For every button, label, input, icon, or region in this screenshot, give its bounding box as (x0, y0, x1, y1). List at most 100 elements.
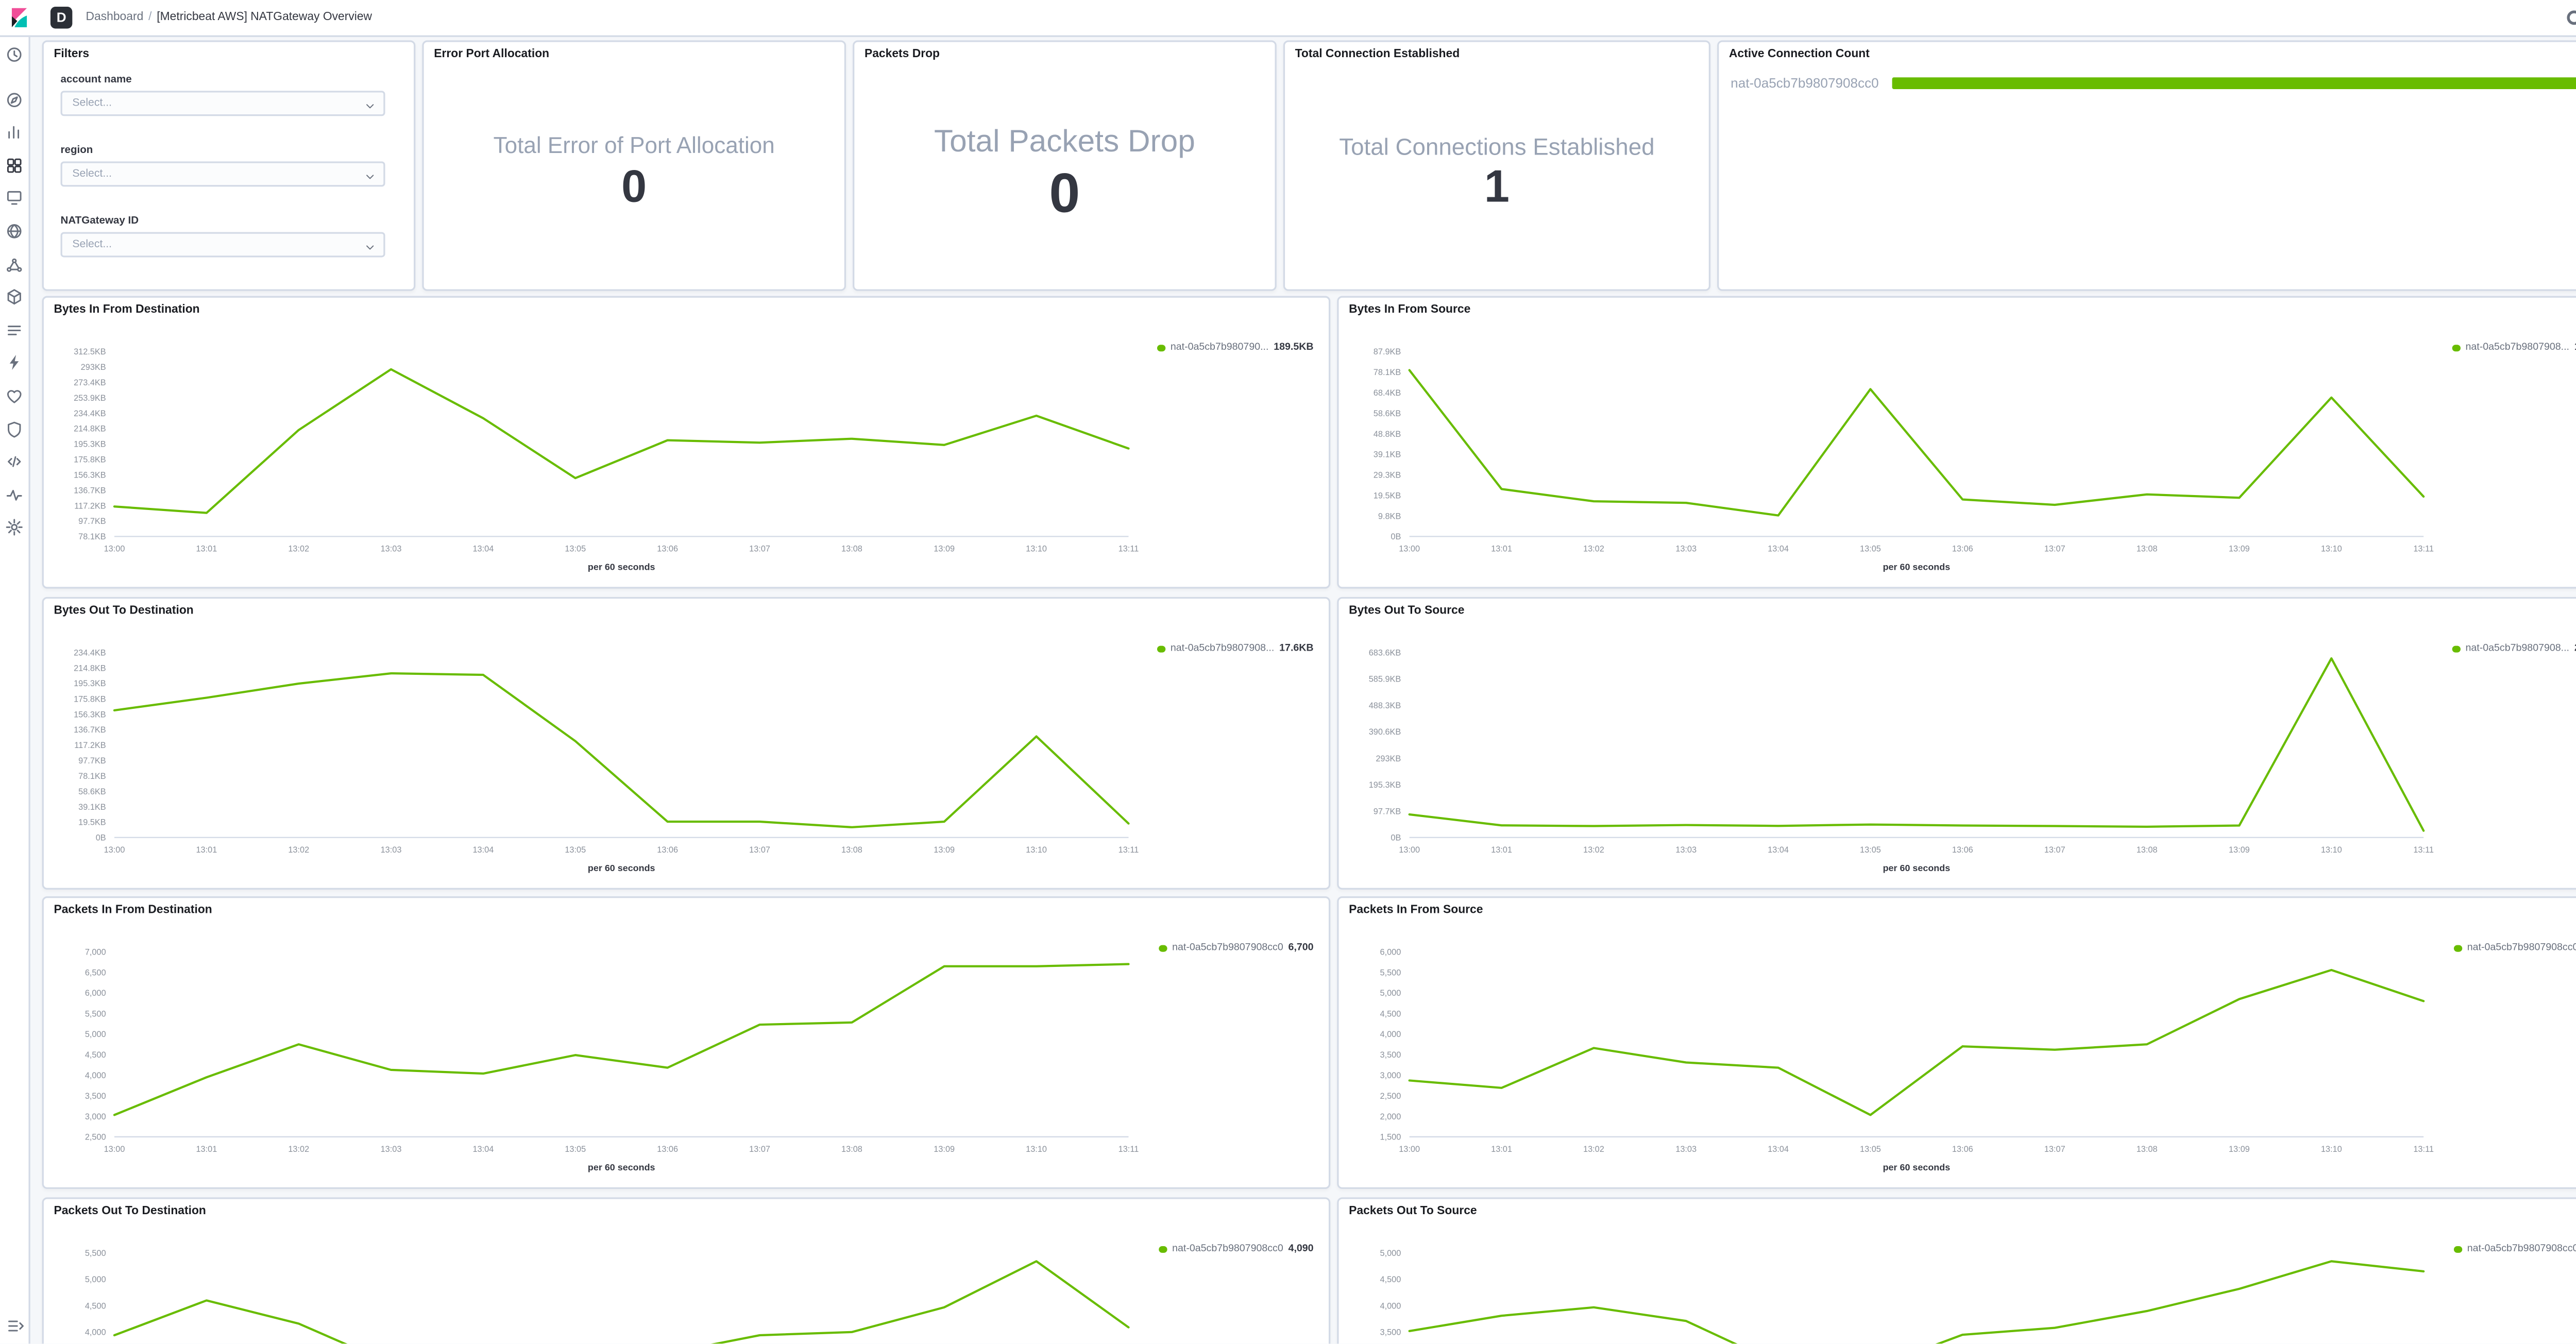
dev-tools-icon[interactable] (5, 453, 24, 471)
help-icon[interactable] (2565, 8, 2576, 27)
line-chart[interactable]: 312.5KB 293KB 273.4KB 253.9KB 234.4KB 214.8KB… (44, 335, 1329, 587)
logs-icon[interactable] (5, 321, 24, 339)
filters-panel: Filters account name Select... region Se… (42, 40, 416, 291)
metric-value: 0 (1049, 161, 1080, 224)
svg-text:13:02: 13:02 (1583, 545, 1604, 554)
kibana-logo[interactable] (8, 7, 30, 28)
region-select[interactable]: Select... (60, 161, 385, 187)
svg-text:13:09: 13:09 (934, 545, 955, 554)
svg-text:4,500: 4,500 (1380, 1009, 1401, 1018)
svg-text:13:04: 13:04 (472, 845, 494, 855)
svg-text:13:07: 13:07 (2044, 1145, 2065, 1154)
breadcrumb: Dashboard / [Metricbeat AWS] NATGateway … (86, 12, 372, 24)
management-icon[interactable] (5, 518, 24, 537)
svg-text:13:03: 13:03 (381, 845, 402, 855)
space-avatar[interactable]: D (50, 7, 73, 29)
filter-natgateway-id: NATGateway ID Select... (60, 215, 385, 258)
line-chart[interactable]: 5,5005,0004,5004,0003,5003,0002,5002,000… (44, 1236, 1329, 1344)
panel-title: Active Connection Count (1728, 48, 1870, 61)
natgateway-id-select[interactable]: Select... (60, 232, 385, 258)
svg-text:13:02: 13:02 (1583, 845, 1604, 855)
svg-text:4,000: 4,000 (85, 1328, 106, 1337)
recently-viewed-icon[interactable] (5, 45, 24, 64)
panel-title: Packets Drop (864, 48, 940, 61)
line-chart[interactable]: 234.4KB 214.8KB 195.3KB 175.8KB 156.3KB 136.7… (44, 636, 1329, 888)
svg-text:13:02: 13:02 (288, 545, 309, 554)
filter-label: account name (60, 74, 132, 86)
svg-text:per 60 seconds: per 60 seconds (1883, 1162, 1951, 1172)
header-actions (2565, 8, 2576, 27)
stack-monitoring-icon[interactable] (5, 486, 24, 504)
discover-icon[interactable] (5, 90, 24, 109)
svg-text:5,500: 5,500 (85, 1249, 106, 1258)
chart-legend[interactable]: nat-0a5cb7b9807908... 24.6KB (2453, 644, 2576, 654)
panel-title: Bytes In From Source (1349, 304, 1471, 316)
svg-text:13:10: 13:10 (2321, 545, 2342, 554)
svg-text:13:05: 13:05 (565, 845, 586, 855)
line-chart[interactable]: 5,0004,5004,0003,5003,0002,5002,0001,500… (1339, 1236, 2576, 1344)
maps-icon[interactable] (5, 222, 24, 241)
svg-text:13:10: 13:10 (1026, 1145, 1047, 1154)
svg-text:234.4KB: 234.4KB (74, 409, 106, 418)
svg-text:13:09: 13:09 (934, 1145, 955, 1154)
svg-text:136.7KB: 136.7KB (74, 486, 106, 495)
legend-series-value: 6,700 (1288, 943, 1314, 954)
svg-text:19.5KB: 19.5KB (78, 818, 106, 827)
svg-text:4,500: 4,500 (85, 1050, 106, 1060)
svg-text:13:11: 13:11 (2413, 1145, 2434, 1154)
svg-text:13:01: 13:01 (1491, 545, 1512, 554)
legend-series-value: 18.9KB (2574, 343, 2576, 353)
panel-title: Packets Out To Source (1349, 1205, 1477, 1218)
line-chart[interactable]: 683.6KB 585.9KB 488.3KB 390.6KB 293KB 195.3KB… (1339, 636, 2576, 888)
svg-text:97.7KB: 97.7KB (78, 517, 106, 526)
legend-series-dot (1158, 645, 1166, 653)
filter-label: NATGateway ID (60, 215, 139, 227)
svg-text:488.3KB: 488.3KB (1369, 701, 1401, 710)
legend-series-dot (2454, 1246, 2462, 1253)
breadcrumb-dashboard[interactable]: Dashboard (86, 11, 144, 24)
svg-text:13:05: 13:05 (1860, 845, 1881, 855)
svg-text:13:06: 13:06 (1952, 845, 1973, 855)
svg-text:6,000: 6,000 (85, 989, 106, 998)
svg-text:2,500: 2,500 (85, 1133, 106, 1142)
siem-icon[interactable] (5, 420, 24, 438)
dashboard-icon[interactable] (5, 156, 24, 175)
chart-legend[interactable]: nat-0a5cb7b980790... 189.5KB (1158, 343, 1314, 353)
line-chart[interactable]: 87.9KB 78.1KB 68.4KB 58.6KB 48.8KB 39.1KB 29.3… (1339, 335, 2576, 587)
active-connection-count-panel: Active Connection Count nat-0a5cb7b98079… (1717, 40, 2576, 291)
metric: Total Error of Port Allocation 0 (431, 65, 838, 279)
svg-text:13:01: 13:01 (196, 845, 217, 855)
svg-text:78.1KB: 78.1KB (1374, 368, 1401, 377)
page-title: [Metricbeat AWS] NATGateway Overview (157, 11, 372, 24)
chart-legend[interactable]: nat-0a5cb7b9807908cc0 6,700 (1159, 943, 1314, 954)
gauge: nat-0a5cb7b9807908cc0 1 (1731, 76, 2576, 91)
svg-text:13:09: 13:09 (2229, 845, 2250, 855)
apm-icon[interactable] (5, 354, 24, 372)
line-chart[interactable]: 7,000 6,500 6,000 5,500 5,000 4,500 4,000 3,500… (44, 935, 1329, 1187)
svg-text:13:11: 13:11 (1118, 845, 1139, 855)
legend-series-label: nat-0a5cb7b9807908cc0 (1172, 1244, 1283, 1255)
svg-text:13:07: 13:07 (2044, 545, 2065, 554)
svg-text:13:11: 13:11 (1118, 1145, 1139, 1154)
chart-legend[interactable]: nat-0a5cb7b9807908cc0 4,090 (1159, 1244, 1314, 1255)
svg-text:13:07: 13:07 (2044, 845, 2065, 855)
line-chart[interactable]: 6,000 5,500 5,000 4,500 4,000 3,500 3,000 2,500… (1339, 935, 2576, 1187)
canvas-icon[interactable] (5, 189, 24, 208)
account-name-select[interactable]: Select... (60, 91, 385, 116)
chart-legend[interactable]: nat-0a5cb7b9807908... 18.9KB (2453, 343, 2576, 353)
legend-series-dot (1159, 944, 1167, 952)
metrics-icon[interactable] (5, 288, 24, 307)
nav-collapse-icon[interactable] (6, 1317, 24, 1335)
uptime-icon[interactable] (5, 387, 24, 405)
chart-legend[interactable]: nat-0a5cb7b9807908... 17.6KB (1158, 644, 1314, 654)
select-placeholder: Select... (72, 168, 112, 180)
bytes-out-to-source-panel: Bytes Out To Source nat-0a5cb7b9807908..… (1337, 597, 2576, 890)
legend-series-label: nat-0a5cb7b980790... (1170, 343, 1269, 353)
chart-legend[interactable]: nat-0a5cb7b9807908cc0 4,650 (2454, 1245, 2576, 1254)
svg-text:13:00: 13:00 (104, 845, 125, 855)
machine-learning-icon[interactable] (5, 255, 24, 274)
chart-legend[interactable]: nat-0a5cb7b9807908cc0 4,800 (2454, 943, 2576, 954)
visualize-icon[interactable] (5, 123, 24, 142)
metric-value: 0 (621, 161, 647, 212)
